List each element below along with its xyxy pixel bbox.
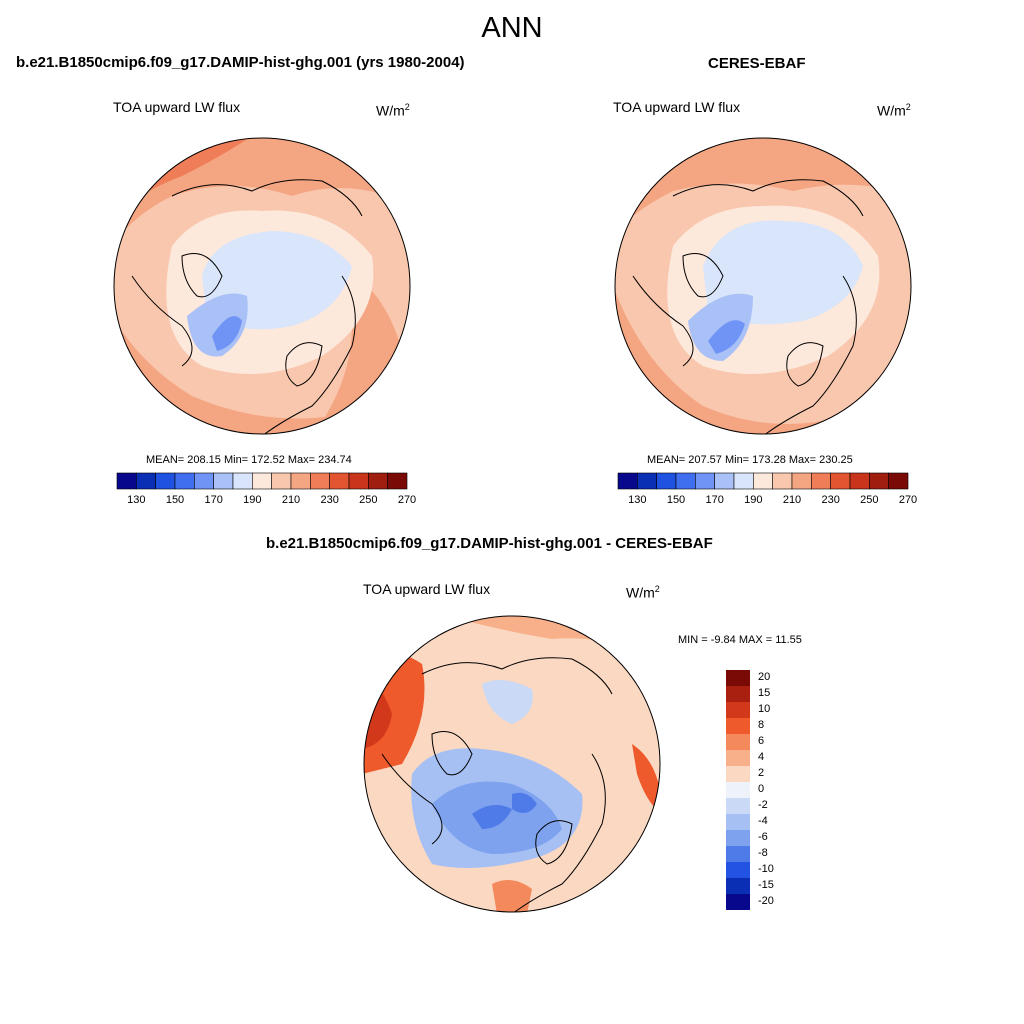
panel-2-title: CERES-EBAF [708,55,806,72]
colorbar-box [733,472,754,490]
panel-2-colorbar [617,472,909,490]
diff-panel-stats: MIN = -9.84 MAX = 11.55 [678,634,802,646]
colorbar-box [271,472,292,490]
panel-1-stats: MEAN= 208.15 Min= 172.52 Max= 234.74 [146,454,352,466]
colorbar-box [726,766,750,782]
colorbar-box [726,718,750,734]
panel-1-colorbar [116,472,408,490]
panel-1-units: W/m2 [376,102,410,119]
colorbar-tick-label: -2 [758,799,768,811]
colorbar-box [368,472,388,490]
colorbar-tick-label: -6 [758,831,768,843]
colorbar-box [888,472,909,490]
panel-2-polar-map [614,137,912,435]
colorbar-box [772,472,793,490]
colorbar-tick-label: 20 [758,671,771,683]
colorbar-box [675,472,696,490]
colorbar-tick-label: 6 [758,735,765,747]
colorbar-box [869,472,889,490]
colorbar-tick-label: -10 [758,863,774,875]
colorbar-box [136,472,156,490]
diff-panel-polar-map [363,615,661,913]
colorbar-box [849,472,870,490]
colorbar-box [753,472,773,490]
colorbar-box [213,472,234,490]
colorbar-tick-label: 8 [758,719,765,731]
colorbar-tick-label: 2 [758,767,765,779]
colorbar-tick-label: -20 [758,895,774,907]
colorbar-box [116,472,137,490]
colorbar-tick-label: 270 [397,494,417,506]
colorbar-tick-label: -15 [758,879,774,891]
colorbar-tick-label: 15 [758,687,771,699]
colorbar-tick-label: -8 [758,847,768,859]
panel-2-stats: MEAN= 207.57 Min= 173.28 Max= 230.25 [647,454,853,466]
colorbar-box [726,686,750,702]
colorbar-tick-label: 10 [758,703,771,715]
colorbar-box [726,846,750,862]
colorbar-tick-label: 250 [860,494,879,506]
colorbar-box [617,472,638,490]
colorbar-tick-label: 170 [705,494,724,506]
colorbar-tick-label: 230 [320,494,339,506]
colorbar-box [329,472,350,490]
colorbar-box [387,472,408,490]
colorbar-box [637,472,657,490]
colorbar-box [791,472,812,490]
colorbar-tick-label: 150 [165,494,185,506]
colorbar-box [726,814,750,830]
colorbar-tick-label: 4 [758,751,765,763]
main-title: ANN [481,12,543,44]
colorbar-tick-label: 150 [666,494,686,506]
diff-panel-colorbar [726,670,750,910]
diff-panel-title: b.e21.B1850cmip6.f09_g17.DAMIP-hist-ghg.… [266,535,713,552]
colorbar-box [726,798,750,814]
colorbar-box [726,830,750,846]
colorbar-box [232,472,253,490]
colorbar-tick-label: 190 [243,494,262,506]
colorbar-box [726,702,750,718]
colorbar-tick-label: 170 [204,494,223,506]
colorbar-tick-label: -4 [758,815,768,827]
panel-1-polar-map [113,137,411,435]
colorbar-tick-label: 270 [898,494,918,506]
diff-panel-units: W/m2 [626,584,660,601]
colorbar-tick-label: 250 [359,494,378,506]
colorbar-tick-label: 210 [281,494,301,506]
panel-2-variable-label: TOA upward LW flux [613,99,741,115]
colorbar-box [695,472,715,490]
colorbar-tick-label: 130 [628,494,647,506]
colorbar-tick-label: 0 [758,783,765,795]
colorbar-box [252,472,272,490]
colorbar-box [811,472,831,490]
colorbar-box [174,472,195,490]
colorbar-box [726,750,750,766]
colorbar-box [726,670,750,686]
colorbar-box [155,472,176,490]
colorbar-box [830,472,851,490]
colorbar-box [726,894,750,910]
colorbar-box [656,472,677,490]
colorbar-tick-label: 230 [821,494,840,506]
panel-1-variable-label: TOA upward LW flux [113,99,241,115]
colorbar-box [726,734,750,750]
colorbar-box [290,472,311,490]
colorbar-tick-label: 190 [744,494,763,506]
colorbar-box [726,862,750,878]
panel-1-title: b.e21.B1850cmip6.f09_g17.DAMIP-hist-ghg.… [16,54,465,71]
colorbar-box [348,472,369,490]
panel-2-units: W/m2 [877,102,911,119]
colorbar-box [714,472,735,490]
colorbar-box [194,472,214,490]
colorbar-box [310,472,330,490]
colorbar-tick-label: 210 [782,494,802,506]
diff-panel-variable-label: TOA upward LW flux [363,581,491,597]
colorbar-tick-label: 130 [127,494,146,506]
colorbar-box [726,878,750,894]
colorbar-box [726,782,750,798]
